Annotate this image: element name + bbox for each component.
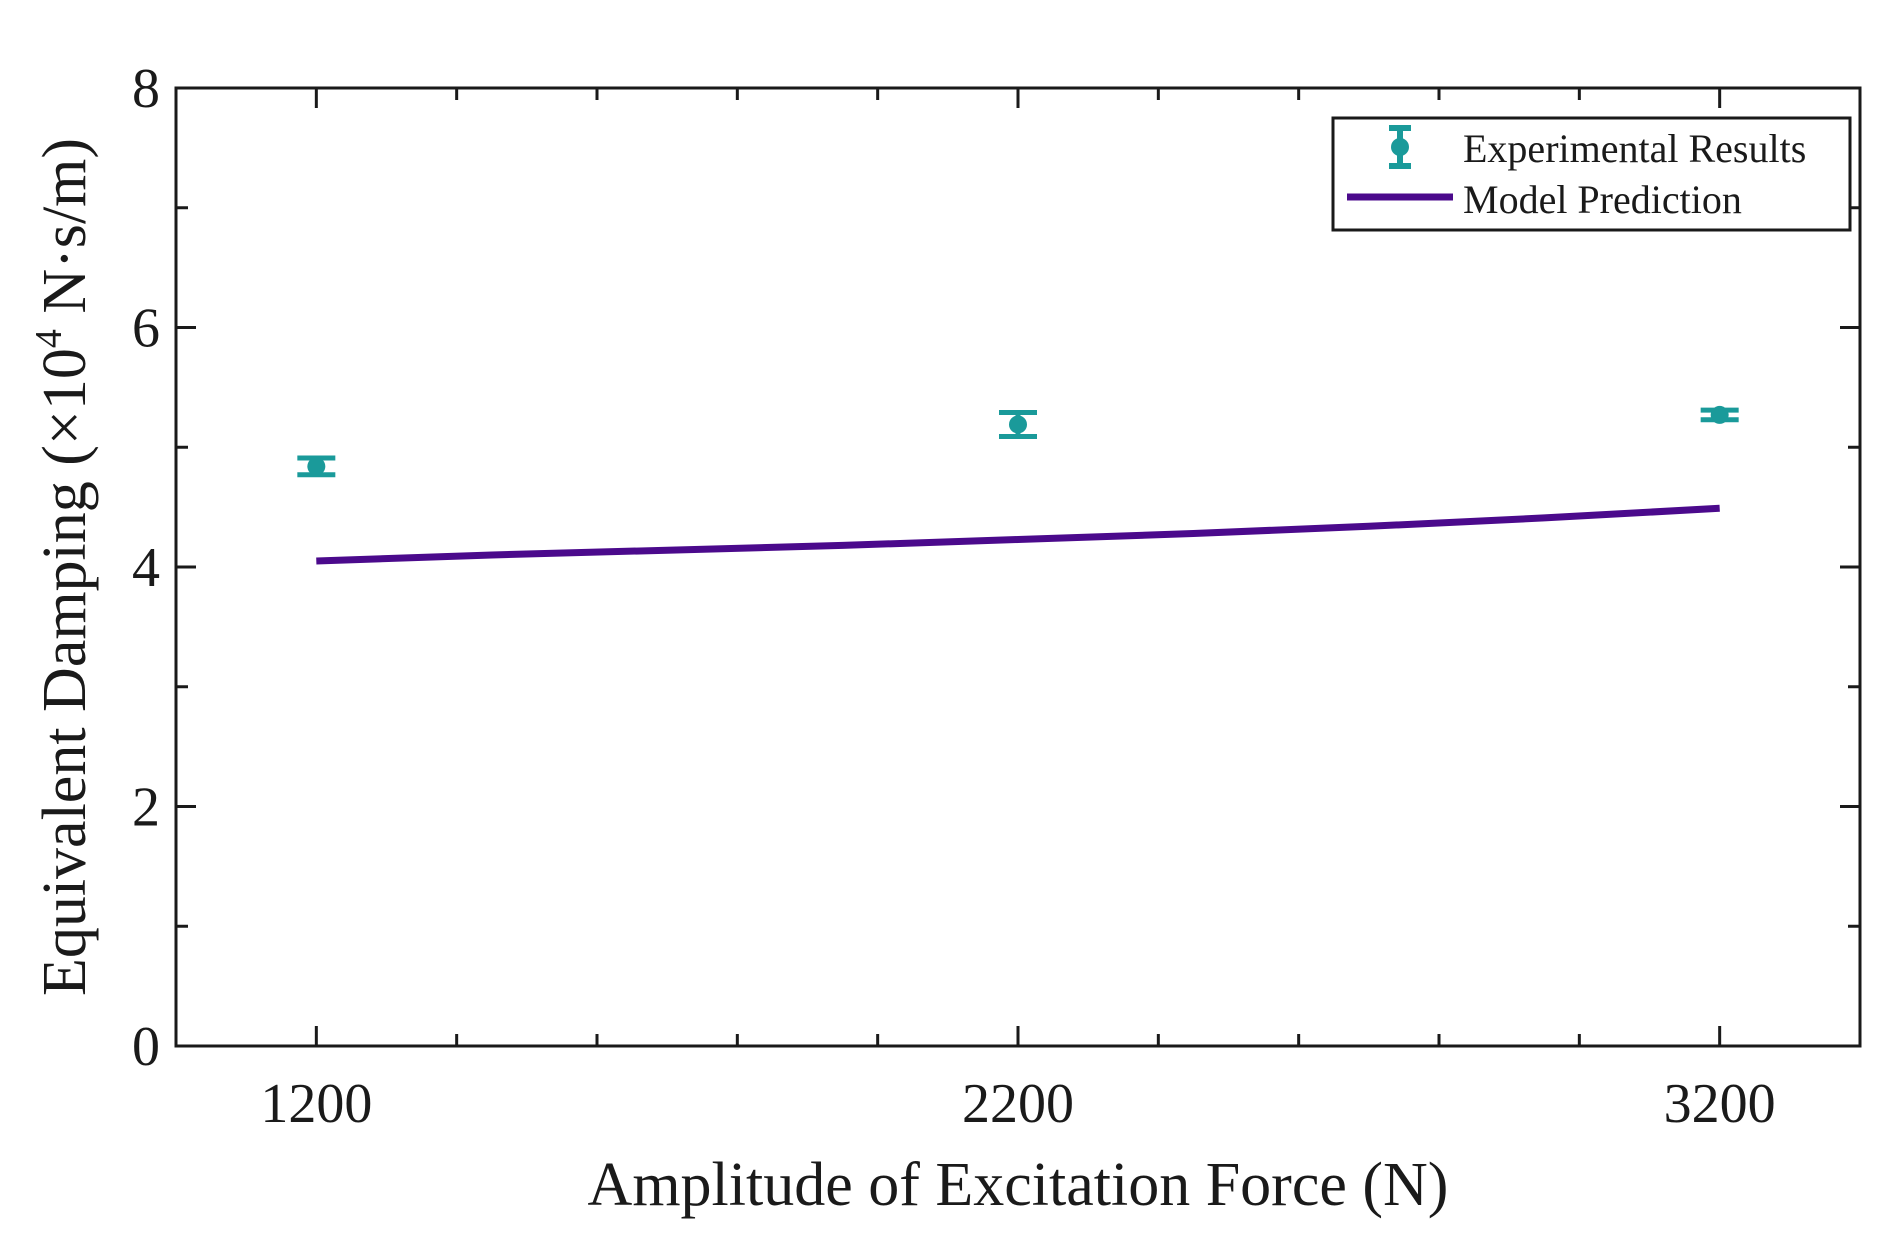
- legend-marker-experimental: [1389, 125, 1411, 169]
- y-tick-label: 8: [132, 58, 160, 120]
- y-axis-title-main: Equivalent Damping (: [31, 445, 99, 996]
- tick-labels: 1200 2200 3200 0 2 4 6 8: [132, 58, 1776, 1135]
- experimental-point: [999, 410, 1037, 439]
- plot-background: [176, 88, 1860, 1046]
- data-marker: [307, 457, 326, 476]
- model-prediction-series: [316, 504, 1720, 565]
- y-axis-title-exponent: 4: [28, 329, 70, 348]
- experimental-results-series: [297, 405, 1739, 478]
- plot-frame: [174, 86, 1862, 1048]
- legend-point-icon: [1391, 138, 1409, 156]
- legend-box: [1331, 116, 1852, 232]
- y-tick-label: 0: [132, 1016, 160, 1078]
- x-tick-label: 2200: [962, 1073, 1074, 1135]
- data-marker: [1009, 415, 1027, 434]
- y-axis-title-unit: N·s/m): [31, 138, 99, 329]
- y-tick-label: 2: [132, 777, 160, 839]
- y-tick-label: 6: [132, 298, 160, 360]
- x-tick-label: 1200: [260, 1073, 372, 1135]
- legend: Experimental Results Model Prediction: [1331, 116, 1852, 232]
- model-prediction-line: [316, 504, 1720, 565]
- experimental-point: [297, 455, 336, 478]
- legend-label-model: Model Prediction: [1463, 177, 1742, 222]
- x-axis-title: Amplitude of Excitation Force (N): [588, 1151, 1449, 1219]
- axis-ticks: [176, 88, 1860, 1046]
- legend-label-experimental: Experimental Results: [1463, 126, 1806, 171]
- experimental-point: [1700, 405, 1739, 424]
- y-tick-label: 4: [132, 537, 160, 599]
- y-axis-title-times: ×10: [31, 348, 99, 445]
- y-axis-title: Equivalent Damping (×104 N·s/m): [28, 138, 99, 996]
- data-marker: [1710, 405, 1729, 424]
- x-tick-label: 3200: [1664, 1073, 1776, 1135]
